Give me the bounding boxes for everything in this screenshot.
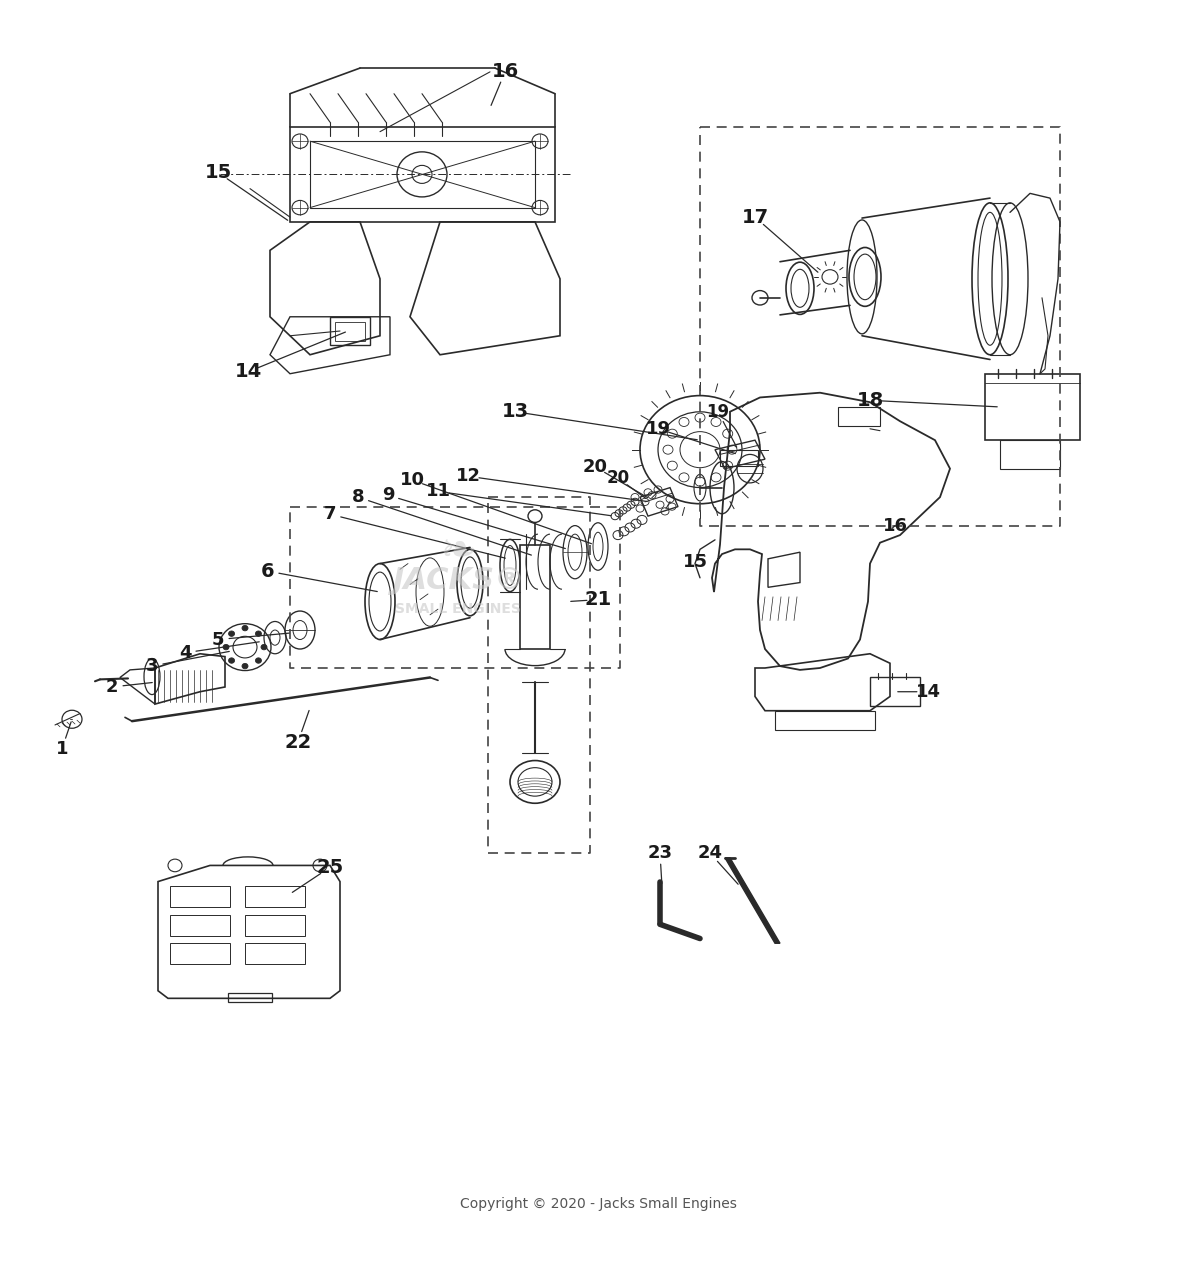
Ellipse shape: [229, 658, 235, 663]
Ellipse shape: [242, 625, 248, 630]
Text: 21: 21: [584, 590, 612, 609]
Text: 12: 12: [456, 468, 480, 485]
Text: 20: 20: [607, 469, 630, 487]
Text: 16: 16: [492, 62, 518, 82]
Text: 15: 15: [205, 163, 232, 182]
Text: JACKS®: JACKS®: [391, 566, 524, 595]
Text: SMALL ENGINES: SMALL ENGINES: [395, 603, 521, 617]
Text: 22: 22: [285, 733, 311, 752]
Text: 8: 8: [352, 488, 364, 506]
Ellipse shape: [255, 630, 261, 637]
Text: 18: 18: [856, 391, 883, 410]
Text: 9: 9: [382, 487, 394, 504]
Text: 3: 3: [146, 657, 158, 675]
Text: 25: 25: [316, 857, 344, 876]
Text: 10: 10: [400, 472, 425, 489]
Text: 5: 5: [212, 630, 224, 648]
Text: 11: 11: [425, 483, 450, 501]
Polygon shape: [725, 857, 780, 943]
Ellipse shape: [223, 644, 229, 649]
Ellipse shape: [261, 644, 267, 649]
Text: 1: 1: [56, 740, 68, 758]
Ellipse shape: [229, 630, 235, 637]
Text: 15: 15: [682, 552, 707, 571]
Text: 19: 19: [645, 420, 670, 438]
Ellipse shape: [242, 663, 248, 668]
Text: ❧: ❧: [439, 531, 476, 574]
Text: 23: 23: [648, 844, 673, 863]
Text: 2: 2: [105, 678, 119, 696]
Text: 4: 4: [178, 644, 192, 662]
Text: 13: 13: [502, 402, 529, 421]
Text: 19: 19: [706, 402, 729, 421]
Text: Copyright © 2020 - Jacks Small Engines: Copyright © 2020 - Jacks Small Engines: [460, 1198, 736, 1212]
Text: 6: 6: [261, 561, 275, 580]
Text: 7: 7: [323, 506, 336, 523]
Ellipse shape: [255, 658, 261, 663]
Text: 16: 16: [882, 517, 907, 535]
Text: 14: 14: [916, 682, 941, 701]
Text: 24: 24: [698, 844, 723, 863]
Text: 20: 20: [583, 458, 608, 475]
Text: 17: 17: [741, 208, 768, 227]
Text: 14: 14: [235, 362, 262, 381]
